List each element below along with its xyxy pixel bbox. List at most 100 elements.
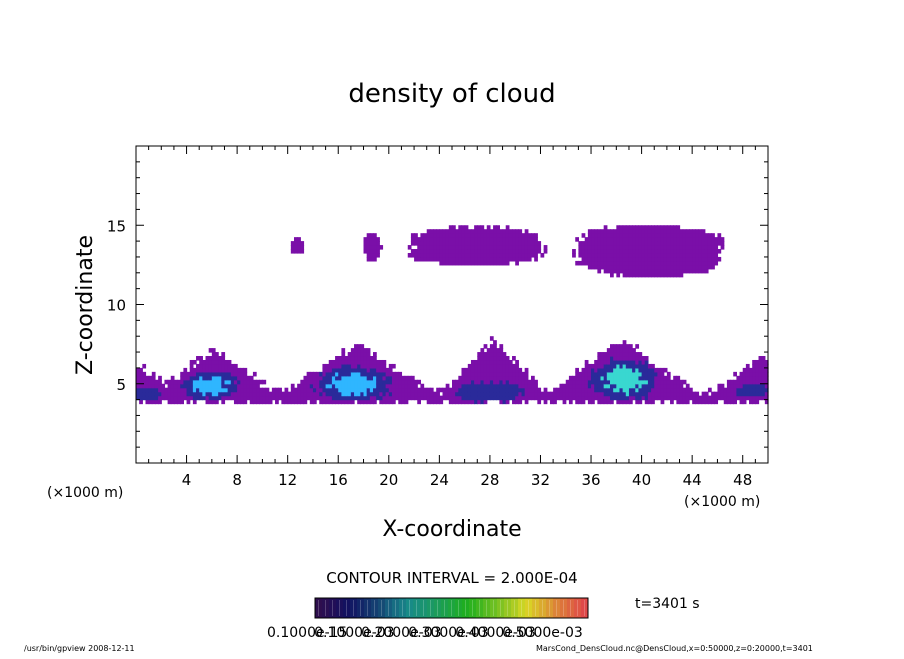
cloud-cell xyxy=(467,245,472,250)
cloud-cell xyxy=(521,391,526,397)
cloud-cell xyxy=(294,391,298,397)
cloud-cell xyxy=(657,391,662,397)
cloud-cell xyxy=(606,252,611,258)
cloud-cell xyxy=(401,395,406,401)
cloud-cell xyxy=(622,229,627,234)
cloud-cell xyxy=(666,233,671,238)
cloud-cell xyxy=(613,363,617,369)
cloud-cell xyxy=(369,237,374,242)
x-tick-label: 24 xyxy=(430,471,449,489)
cloud-cell xyxy=(335,383,339,389)
cloud-cell xyxy=(597,252,602,258)
cloud-cell xyxy=(442,233,447,238)
cloud-cell xyxy=(205,395,210,401)
cloud-cell xyxy=(328,371,333,377)
cloud-cell xyxy=(455,387,459,393)
cloud-cell xyxy=(233,383,238,389)
cloud-cell xyxy=(657,383,662,389)
cloud-cell xyxy=(477,225,482,230)
cloud-cell xyxy=(414,241,418,246)
cloud-cell xyxy=(154,391,159,397)
cloud-cell xyxy=(635,359,640,365)
cloud-cell xyxy=(474,395,478,401)
cloud-cell xyxy=(635,383,640,389)
cloud-cell xyxy=(189,379,194,385)
cloud-cell xyxy=(553,395,557,401)
cloud-cell xyxy=(502,352,507,357)
cloud-cell xyxy=(455,256,459,262)
cloud-cell xyxy=(316,375,320,381)
cloud-cell xyxy=(366,383,371,389)
cloud-cell xyxy=(366,371,371,377)
cloud-cell xyxy=(350,399,355,405)
cloud-cell xyxy=(240,391,245,397)
colorbar xyxy=(315,598,589,618)
colorbar-segment xyxy=(399,598,407,618)
cloud-cell xyxy=(647,252,652,258)
cloud-cell xyxy=(224,387,229,393)
cloud-cell xyxy=(233,387,238,393)
cloud-cell xyxy=(632,225,636,230)
cloud-cell xyxy=(452,387,456,393)
cloud-cell xyxy=(486,260,491,266)
cloud-cell xyxy=(420,252,425,258)
cloud-cell xyxy=(470,256,475,262)
cloud-cell xyxy=(493,233,497,238)
cloud-cell xyxy=(376,379,380,385)
cloud-cell xyxy=(363,352,368,357)
cloud-cell xyxy=(401,391,406,397)
cloud-cell xyxy=(625,375,630,381)
cloud-cell xyxy=(410,241,415,246)
cloud-cell xyxy=(619,252,624,258)
cloud-cell xyxy=(265,399,270,405)
cloud-cell xyxy=(584,395,589,401)
cloud-cell xyxy=(556,387,561,393)
cloud-cell xyxy=(489,256,494,262)
cloud-cell xyxy=(755,363,760,369)
cloud-cell xyxy=(218,387,222,393)
cloud-cell xyxy=(322,387,327,393)
cloud-cell xyxy=(505,256,510,262)
colorbar-segment xyxy=(462,598,470,618)
cloud-cell xyxy=(211,359,216,365)
cloud-cell xyxy=(496,237,500,242)
cloud-cell xyxy=(363,356,368,361)
cloud-cell xyxy=(486,249,491,254)
cloud-cell xyxy=(502,241,507,246)
cloud-cell xyxy=(474,367,478,373)
cloud-cell xyxy=(613,359,617,365)
cloud-cell xyxy=(455,383,459,389)
colorbar-segment xyxy=(560,598,568,618)
cloud-cell xyxy=(369,249,374,254)
cloud-cell xyxy=(641,363,646,369)
cloud-cell xyxy=(489,348,494,353)
time-label: t=3401 s xyxy=(635,596,700,612)
colorbar-segment xyxy=(490,598,498,618)
cloud-cell xyxy=(170,379,175,385)
cloud-cell xyxy=(707,233,712,238)
cloud-cell xyxy=(414,252,418,258)
cloud-cell xyxy=(373,237,377,242)
cloud-cell xyxy=(395,375,399,381)
cloud-cell xyxy=(717,237,722,242)
cloud-cell xyxy=(587,367,592,373)
cloud-cell xyxy=(660,387,665,393)
cloud-cell xyxy=(761,363,766,369)
cloud-cell xyxy=(309,375,314,381)
cloud-cell xyxy=(474,256,478,262)
cloud-cell xyxy=(635,272,640,278)
cloud-cell xyxy=(360,359,365,365)
cloud-cell xyxy=(211,363,216,369)
cloud-cell xyxy=(467,371,472,377)
cloud-cell xyxy=(483,260,488,266)
cloud-cell xyxy=(183,391,188,397)
cloud-cell xyxy=(227,395,232,401)
cloud-cell xyxy=(591,249,595,254)
cloud-cell xyxy=(622,249,627,254)
cloud-cell xyxy=(445,245,450,250)
cloud-cell xyxy=(496,395,500,401)
cloud-cell xyxy=(518,249,523,254)
cloud-cell xyxy=(616,359,621,365)
cloud-cell xyxy=(537,399,542,405)
cloud-cell xyxy=(613,395,617,401)
